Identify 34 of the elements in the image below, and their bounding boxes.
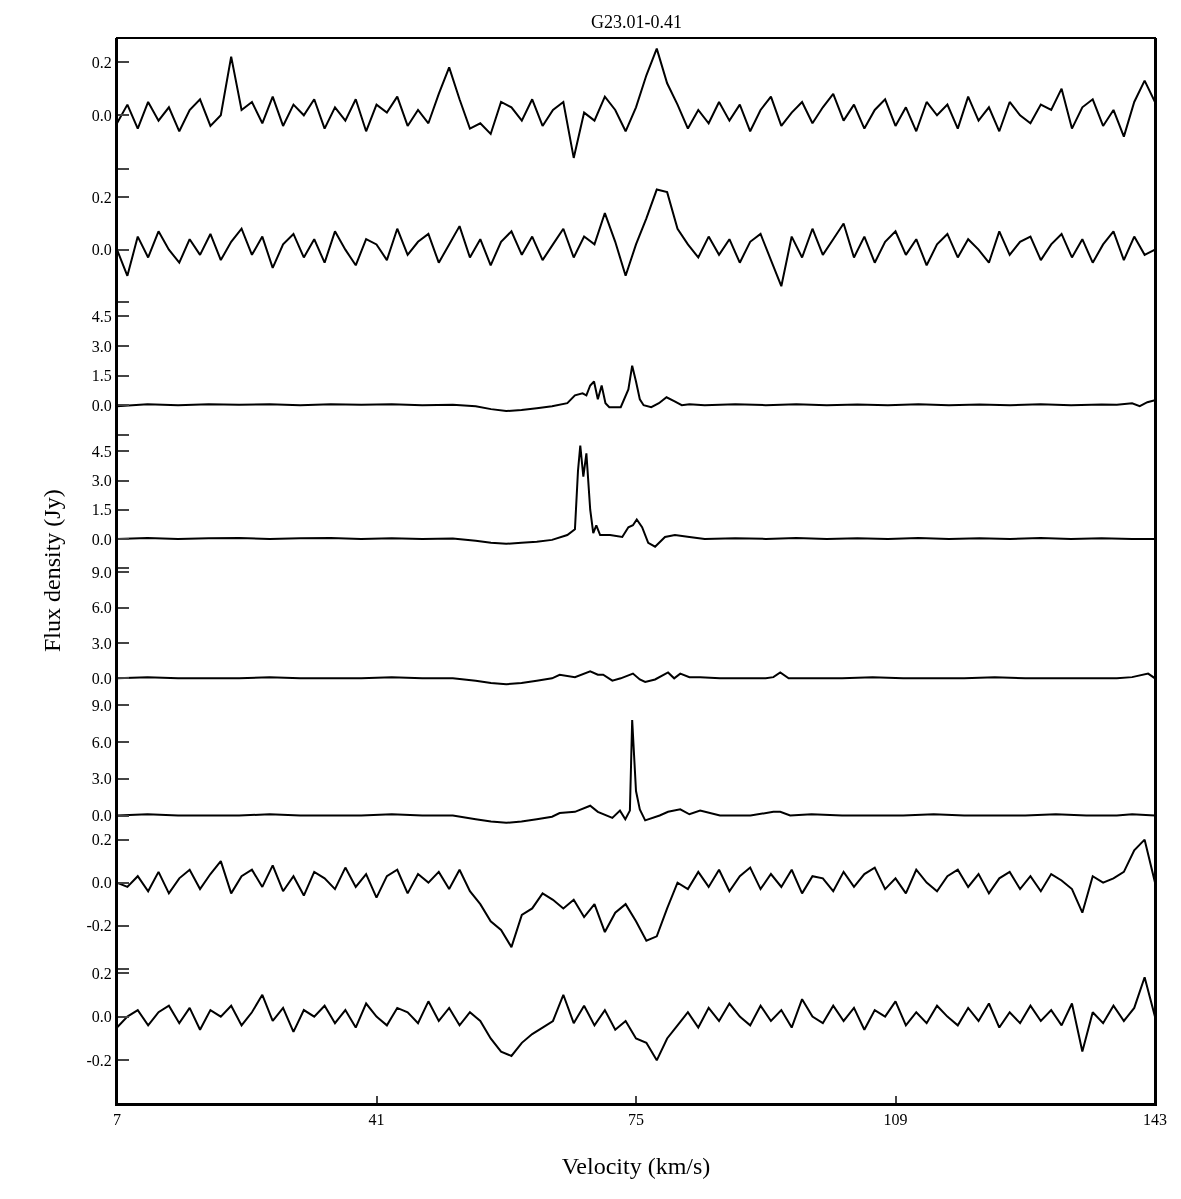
y-tick-label: 0.2	[91, 831, 112, 849]
y-tick-label: 0.0	[91, 669, 112, 687]
x-tick-label: 7	[113, 1111, 121, 1129]
y-tick-label: 0.2	[91, 188, 112, 206]
y-tick-label: 0.0	[91, 106, 112, 124]
y-tick-label: -0.2	[86, 917, 112, 935]
y-tick-label: 1.5	[91, 501, 112, 519]
chart-title: G23.01-0.41	[591, 12, 682, 32]
y-tick-label: 9.0	[91, 697, 112, 715]
x-tick-label: 143	[1143, 1111, 1167, 1129]
y-tick-label: 0.0	[91, 1008, 112, 1026]
y-tick-label: 0.2	[91, 53, 112, 71]
y-tick-label: 4.5	[91, 307, 112, 325]
y-tick-label: 3.0	[91, 337, 112, 355]
y-tick-label: 0.2	[91, 964, 112, 982]
y-tick-label: 4.5	[91, 442, 112, 460]
y-tick-label: 0.0	[91, 807, 112, 825]
y-tick-label: 0.0	[91, 396, 112, 414]
y-tick-label: 9.0	[91, 563, 112, 581]
x-tick-label: 41	[368, 1111, 385, 1129]
y-tick-label: 3.0	[91, 770, 112, 788]
y-tick-label: 0.0	[91, 530, 112, 548]
y-tick-label: 3.0	[91, 634, 112, 652]
x-tick-label: 109	[883, 1111, 908, 1129]
y-tick-label: 3.0	[91, 472, 112, 490]
y-tick-label: 6.0	[91, 599, 112, 617]
y-tick-label: 6.0	[91, 733, 112, 751]
y-tick-label: -0.2	[86, 1051, 112, 1069]
x-tick-label: 75	[628, 1111, 644, 1129]
y-axis-title: Flux density (Jy)	[39, 489, 65, 652]
y-tick-label: 0.0	[91, 241, 112, 259]
x-axis-title: Velocity (km/s)	[561, 1153, 711, 1179]
y-tick-label: 1.5	[91, 367, 112, 385]
y-tick-label: 0.0	[91, 874, 112, 892]
